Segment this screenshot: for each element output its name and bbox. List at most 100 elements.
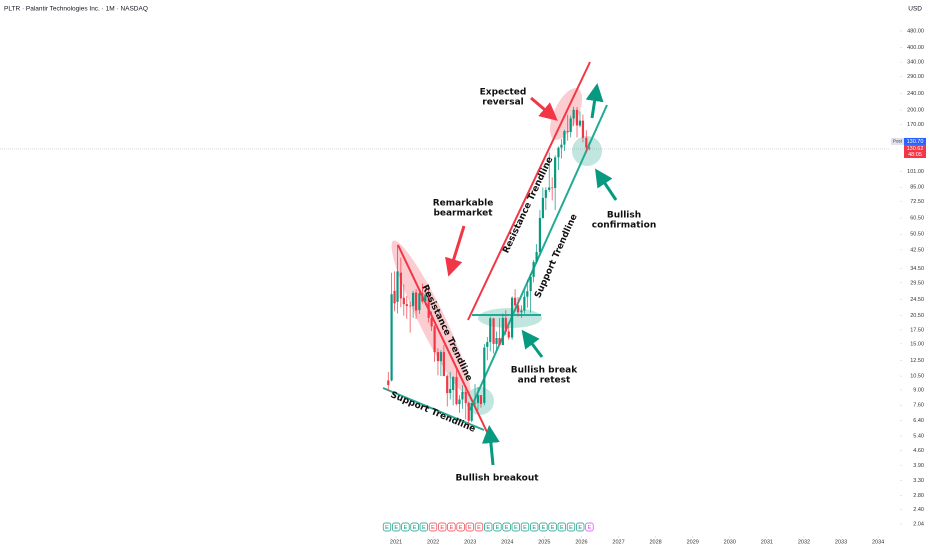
y-tick-label: 60.50	[910, 215, 924, 221]
candle-body	[544, 189, 547, 198]
earnings-label: E	[450, 525, 454, 531]
earnings-marker	[585, 522, 594, 532]
earnings-label: E	[459, 525, 463, 531]
x-tick-label: 2029	[687, 539, 699, 545]
candle-body	[507, 331, 510, 338]
candle-body	[421, 293, 424, 302]
y-tick-label: 12.50	[910, 358, 924, 364]
candle-body	[467, 402, 470, 421]
earnings-label: E	[514, 525, 518, 531]
x-tick-label: 2033	[835, 539, 847, 545]
candle-body	[412, 292, 415, 307]
x-tick-label: 2028	[649, 539, 661, 545]
countdown: 48:05	[908, 152, 922, 158]
candle-body	[430, 317, 433, 327]
y-tick-label: 6.40	[913, 418, 924, 424]
candle-body	[541, 197, 544, 218]
y-tick-label: 15.00	[910, 341, 924, 347]
y-tick-label: 24.50	[910, 297, 924, 303]
annotation: Bullish breakout	[455, 474, 539, 484]
earnings-marker	[456, 522, 465, 532]
candle-body	[458, 399, 461, 405]
annotation: confirmation	[592, 221, 656, 231]
candle-body	[418, 293, 421, 311]
y-tick-label: 72.50	[910, 199, 924, 205]
candle-body	[476, 395, 480, 403]
y-tick-label: 170.00	[907, 122, 924, 128]
earnings-marker	[419, 522, 428, 532]
y-tick-label: 29.50	[910, 280, 924, 286]
y-tick-label: 200.00	[907, 107, 924, 113]
earnings-label: E	[468, 525, 472, 531]
y-tick-label: 2.80	[913, 493, 924, 499]
annotation: and retest	[518, 376, 571, 386]
earnings-marker	[401, 522, 410, 532]
x-tick-label: 2023	[464, 539, 476, 545]
y-tick-label: 42.50	[910, 247, 924, 253]
y-tick-label: 9.00	[913, 387, 924, 393]
candle-body	[572, 109, 575, 119]
earnings-marker	[447, 522, 456, 532]
y-tick-label: 20.50	[910, 313, 924, 319]
arrow	[595, 168, 618, 201]
candle-body	[436, 352, 440, 362]
x-tick-label: 2034	[872, 539, 884, 545]
arrow	[481, 425, 500, 466]
earnings-label: E	[413, 525, 417, 531]
arrow	[530, 96, 558, 121]
earnings-label: E	[505, 525, 509, 531]
trendline	[469, 104, 608, 411]
x-tick-label: 2031	[761, 539, 773, 545]
x-tick-label: 2024	[501, 539, 513, 545]
candle-body	[492, 318, 495, 344]
candle-body	[569, 118, 572, 133]
candle-body	[498, 338, 501, 346]
earnings-marker	[502, 522, 511, 532]
x-tick-label: 2032	[798, 539, 810, 545]
candle-body	[442, 352, 445, 377]
candle-body	[461, 392, 464, 400]
y-tick-label: 3.90	[913, 463, 924, 469]
arrow	[445, 225, 466, 277]
y-tick-label: 10.50	[910, 374, 924, 380]
earnings-label: E	[422, 525, 426, 531]
y-tick-label: 85.00	[910, 185, 924, 191]
earnings-marker	[566, 522, 576, 532]
earnings-label: E	[542, 525, 546, 531]
x-tick-label: 2026	[575, 539, 587, 545]
y-tick-label: 2.04	[913, 521, 924, 527]
candle-body	[516, 305, 520, 313]
y-tick-label: 5.40	[913, 434, 924, 440]
candle-body	[449, 389, 452, 394]
earnings-marker	[548, 522, 557, 532]
candle-body	[566, 131, 569, 133]
earnings-marker	[511, 522, 520, 532]
candle-body	[464, 392, 467, 403]
candle-body	[513, 297, 517, 306]
annotation: Expected	[480, 88, 527, 98]
trendline	[397, 244, 488, 433]
x-tick-label: 2022	[427, 539, 439, 545]
earnings-marker	[474, 522, 484, 532]
candle-body	[526, 291, 529, 297]
post-tag: Post	[893, 139, 903, 144]
candle-body	[532, 261, 535, 277]
y-tick-label: 101.00	[907, 169, 924, 175]
candle-body	[578, 120, 582, 126]
earnings-label: E	[404, 525, 408, 531]
candle-body	[470, 402, 473, 421]
post-price: 130.70	[907, 139, 924, 145]
candles	[387, 106, 591, 427]
annotation: Bullish	[607, 211, 641, 221]
earnings-marker	[410, 522, 419, 532]
candle-body	[402, 297, 405, 305]
earnings-label: E	[431, 525, 435, 531]
candle-body	[409, 305, 412, 307]
candle-body	[557, 147, 560, 158]
candle-body	[551, 187, 554, 189]
earnings-marker	[438, 522, 447, 532]
earnings-marker	[382, 522, 392, 532]
candle-body	[523, 296, 526, 311]
candle-body	[446, 376, 449, 394]
